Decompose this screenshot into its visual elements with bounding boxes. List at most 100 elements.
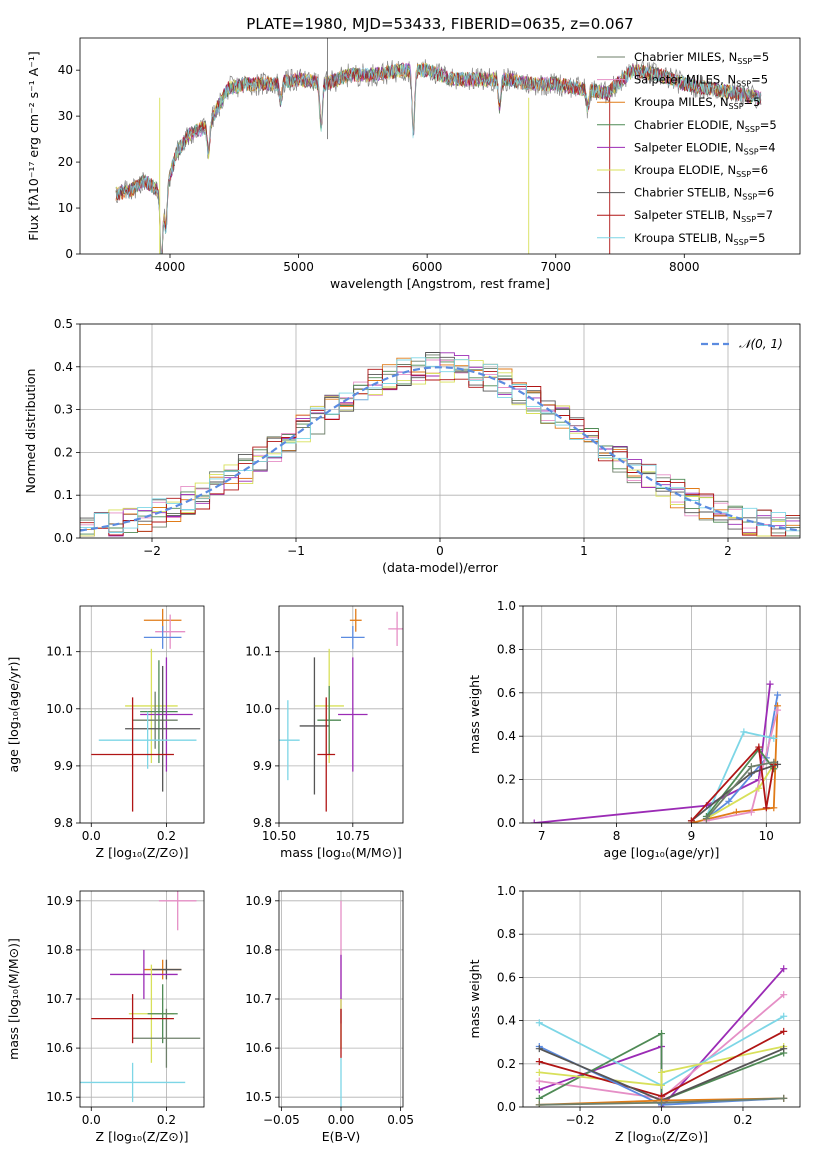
age-vs-Z-axes: 0.0 0.2 9.8 9.9 10.0 10.1 Z [log₁₀(Z/Z⊙)] age […: [6, 605, 205, 860]
massweight-vs-age-point-marker: [702, 815, 710, 823]
legend-label: Salpeter ELODIE, NSSP=4: [634, 140, 776, 156]
residuals-plot-area: [80, 352, 800, 537]
mass-vs-Z-ylabel: mass [log₁₀(M/M⊙)]: [6, 938, 21, 1060]
legend-label-suffix: =5: [749, 231, 766, 245]
age-vs-mass-xtick-label: 10.50: [262, 829, 296, 843]
mass-vs-Z-frame: [79, 890, 205, 1108]
legend-label-sub: SSP: [736, 80, 751, 89]
massweight-vs-age-point-marker: [770, 734, 778, 742]
massweight-vs-Z-point-marker: [658, 1068, 665, 1076]
spectrum-line: [115, 63, 762, 254]
spectrum-line: [115, 62, 762, 254]
massweight-vs-age-series-line: [534, 683, 771, 823]
legend-label-sub: SSP: [742, 193, 757, 202]
massweight-vs-Z-ytick-label: 0.0: [497, 1100, 516, 1114]
spectrum-frame: [79, 37, 801, 255]
massweight-vs-age-point-marker: [747, 763, 755, 771]
mass-vs-ebv-xtick-label: −0.05: [263, 1113, 300, 1127]
legend-label: Chabrier ELODIE, NSSP=5: [634, 118, 777, 134]
age-vs-Z-xlabel: Z [log₁₀(Z/Z⊙)]: [96, 845, 189, 860]
massweight-vs-Z-point-marker: [658, 1030, 665, 1038]
massweight-vs-Z-frame: [522, 890, 801, 1108]
age-vs-Z-ytick-label: 10.1: [46, 645, 73, 659]
massweight-vs-age-ytick-label: 0.8: [497, 642, 516, 656]
massweight-vs-age-point-marker: [770, 804, 778, 812]
massweight-vs-Z-series-line: [538, 1032, 785, 1102]
legend-label: Salpeter STELIB, NSSP=7: [634, 208, 773, 224]
legend-label: Kroupa STELIB, NSSP=5: [634, 231, 765, 247]
mass-vs-ebv-xtick-label: 0.00: [328, 1113, 355, 1127]
legend-label: Salpeter MILES, NSSP=5: [634, 73, 768, 89]
massweight-vs-Z-ylabel: mass weight: [467, 959, 482, 1038]
legend-label-suffix: =5: [744, 95, 761, 109]
residual-histogram: [80, 366, 800, 537]
age-vs-mass-frame: [278, 605, 404, 824]
mass-vs-Z-ytick-label: 10.8: [46, 943, 73, 957]
mass-vs-ebv-frame: [278, 890, 404, 1108]
massweight-vs-Z-point-marker: [535, 1101, 543, 1107]
massweight-vs-age-ylabel: mass weight: [467, 675, 482, 754]
mass-vs-ebv-xlabel: E(B-V): [322, 1129, 361, 1144]
spectrum-ytick-label: 40: [58, 63, 73, 77]
age-vs-Z-frame: [79, 605, 205, 824]
legend-label-suffix: =5: [751, 73, 768, 87]
massweight-vs-age-point-marker: [762, 804, 770, 812]
spectrum-ytick-label: 0: [65, 247, 73, 261]
massweight-vs-Z-point-marker: [780, 1094, 788, 1102]
massweight-vs-age-series-line: [691, 705, 779, 823]
age-vs-mass-plot-area: [279, 608, 403, 812]
massweight-vs-Z-xlabel: Z [log₁₀(Z/Z⊙)]: [615, 1129, 708, 1144]
mass-vs-Z-ytick-label: 10.7: [46, 992, 73, 1006]
massweight-vs-Z-point-marker: [780, 965, 788, 973]
massweight-vs-age-point-marker: [740, 728, 748, 736]
mass-vs-Z-ytick-label: 10.5: [46, 1090, 73, 1104]
massweight-vs-age-point-marker: [747, 808, 755, 816]
massweight-vs-age-xtick-label: 10: [759, 829, 774, 843]
massweight-vs-Z-ytick-label: 0.2: [497, 1057, 516, 1071]
spectrum-xtick-label: 5000: [283, 260, 314, 274]
legend-label-sub: SSP: [744, 147, 759, 156]
massweight-vs-Z-point-marker: [535, 1086, 543, 1094]
massweight-vs-Z-ytick-label: 0.4: [497, 1014, 516, 1028]
mass-vs-ebv-ytick-label: 10.6: [245, 1041, 272, 1055]
massweight-vs-age-frame: [522, 605, 801, 824]
residuals-xlabel: (data-model)/error: [382, 560, 499, 575]
legend-label-suffix: =7: [756, 208, 773, 222]
legend-label-sub: SSP: [741, 215, 756, 224]
age-vs-Z-ylabel: age [log₁₀(age/yr)]: [6, 657, 21, 773]
massweight-vs-age-point-marker: [747, 769, 755, 777]
age-vs-mass-ytick-label: 10.1: [245, 645, 272, 659]
spectrum-ytick-label: 30: [58, 109, 73, 123]
mass-vs-Z-xtick-label: 0.0: [82, 1113, 101, 1127]
spectrum-ytick-label: 20: [58, 155, 73, 169]
massweight-vs-Z-point-marker: [780, 1012, 788, 1020]
massweight-vs-Z-point-marker: [535, 1077, 543, 1085]
legend-label: Chabrier MILES, NSSP=5: [634, 50, 769, 66]
spectrum-line: [115, 63, 762, 254]
residual-histogram: [80, 359, 800, 537]
spectrum-line: [115, 63, 762, 254]
legend-label-sub: SSP: [736, 170, 751, 179]
massweight-vs-Z-plot-area: [535, 965, 788, 1107]
massweight-vs-age-point-marker: [755, 784, 763, 792]
massweight-vs-age-point-marker: [774, 691, 782, 699]
mass-vs-Z-ytick-label: 10.6: [46, 1041, 73, 1055]
residuals-xtick-label: 2: [724, 544, 732, 558]
legend-label-sub: SSP: [745, 125, 760, 134]
spectrum-xtick-label: 4000: [155, 260, 186, 274]
massweight-vs-Z-xtick-label: 0.2: [733, 1113, 752, 1127]
age-vs-Z-ytick-label: 9.9: [54, 759, 73, 773]
age-vs-mass-axes: 10.50 10.75 9.8 9.9 10.0 10.1 mass [log₁₀(M/M⊙…: [245, 605, 404, 860]
legend-label: Chabrier STELIB, NSSP=6: [634, 186, 774, 202]
legend-label-suffix: =4: [759, 140, 776, 154]
mass-vs-ebv-ytick-label: 10.7: [245, 992, 272, 1006]
age-vs-Z-plot-area: [91, 608, 201, 812]
spectrum-ytick-label: 10: [58, 201, 73, 215]
age-vs-Z-xtick-label: 0.2: [157, 829, 176, 843]
massweight-vs-Z-ytick-label: 1.0: [497, 884, 516, 898]
residuals-ytick-label: 0.1: [54, 488, 73, 502]
residuals-xtick-label: −2: [143, 544, 161, 558]
spectrum-xtick-label: 6000: [412, 260, 443, 274]
massweight-vs-age-axes: 7 8 9 10 0.0 0.2 0.4 0.6 0.8 1.0 age [log₁₀(age/yr…: [467, 599, 801, 860]
massweight-vs-age-ytick-label: 0.0: [497, 816, 516, 830]
